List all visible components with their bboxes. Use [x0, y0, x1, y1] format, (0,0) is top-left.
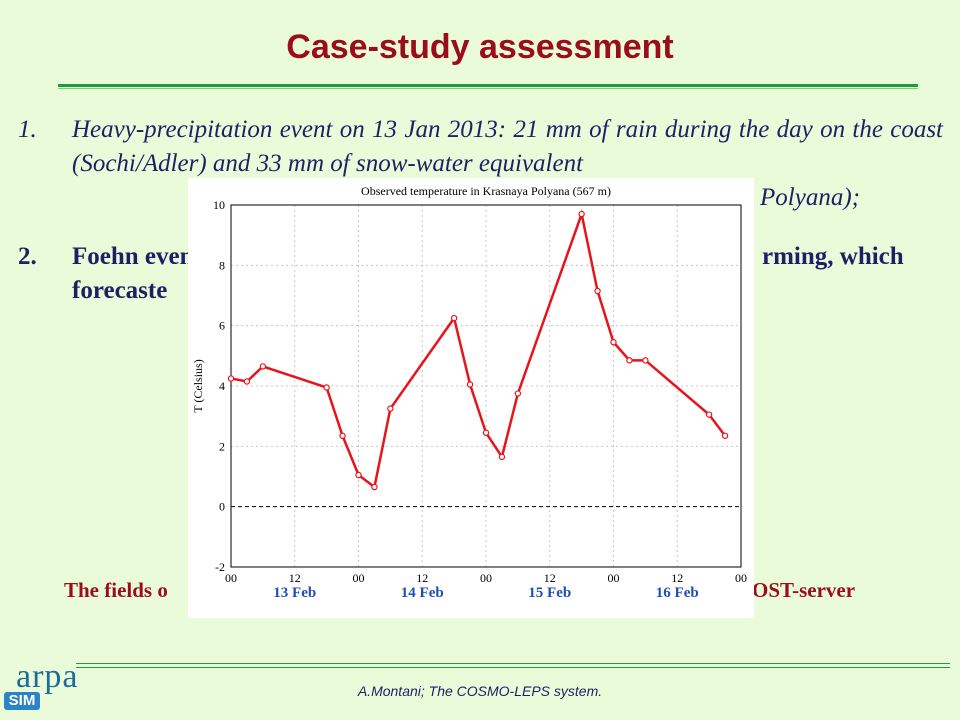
- data-point: [387, 405, 394, 412]
- slide-title: Case-study assessment: [286, 28, 674, 66]
- bullet-text-1: Heavy-precipitation event on 13 Jan 2013…: [72, 116, 943, 177]
- y-tick-label: 4: [219, 379, 225, 393]
- bullet-item-2: 2. Foehn event: [18, 240, 943, 274]
- day-label: 15 Feb: [528, 585, 571, 601]
- bullet-text-2-line2: forecaste: [72, 277, 168, 304]
- bullet-text-2: Foehn event: [72, 243, 202, 270]
- data-point: [705, 411, 713, 418]
- footer-text: A.Montani; The COSMO-LEPS system.: [357, 683, 603, 699]
- chart-svg: -2 0 2 4 6 8 10 00 12 00 12 00 12 00 12 00 Observed tem…: [191, 184, 747, 601]
- y-tick-label: 8: [219, 258, 225, 272]
- data-point: [514, 390, 522, 397]
- y-tick-label: 10: [213, 198, 225, 212]
- bullet-item-1: 1. Heavy-precipitation event on 13 Jan 2…: [18, 113, 943, 181]
- x-tick-label: 00: [735, 571, 747, 585]
- data-point: [339, 432, 346, 439]
- data-point: [450, 314, 458, 322]
- data-point: [355, 471, 362, 479]
- chart-title: Observed temperature in Krasnaya Polyana…: [361, 184, 611, 198]
- day-label: 16 Feb: [656, 585, 699, 601]
- y-tick-label: 2: [219, 439, 225, 453]
- axis-ticks: -2 0 2 4 6 8 10 00 12 00 12 00 12 00 12 00: [213, 198, 747, 585]
- data-point: [243, 378, 251, 385]
- x-tick-label: 00: [608, 571, 620, 585]
- data-point: [227, 375, 235, 382]
- data-point: [466, 381, 474, 388]
- data-point: [482, 429, 490, 436]
- arpa-logo: arpa SIM: [2, 658, 84, 716]
- x-tick-label: 00: [480, 571, 492, 585]
- data-point: [323, 384, 330, 391]
- title-underline: [58, 84, 918, 87]
- x-tick-label: 00: [353, 571, 365, 585]
- data-point: [594, 287, 601, 295]
- x-tick-label: 12: [416, 571, 428, 585]
- day-labels: 13 Feb 14 Feb 15 Feb 16 Feb: [273, 585, 698, 601]
- bullet-number-2: 2.: [18, 243, 37, 270]
- x-tick-label: 12: [671, 571, 683, 585]
- series-line: [230, 209, 727, 490]
- data-point: [610, 339, 617, 346]
- data-point: [626, 357, 633, 364]
- logo-text: arpa: [16, 658, 79, 695]
- caption-left: The fields o: [64, 578, 168, 602]
- y-tick-label: -2: [215, 560, 225, 574]
- logo-badge: SIM: [4, 692, 40, 710]
- data-point: [498, 453, 506, 461]
- caption-right: OST-server: [752, 578, 856, 602]
- series-points: [227, 210, 729, 491]
- x-tick-label: 12: [544, 571, 556, 585]
- data-point: [371, 483, 378, 491]
- y-axis-label: T (Celsius): [191, 359, 205, 412]
- plot-frame: [230, 204, 742, 568]
- bullet-text-2-tail: rming, which: [762, 243, 904, 270]
- day-label: 13 Feb: [273, 585, 316, 601]
- bullet-text-1-tail: Polyana);: [760, 184, 860, 211]
- y-tick-label: 0: [219, 500, 225, 514]
- bullet-number-1: 1.: [18, 116, 37, 143]
- data-point: [578, 210, 585, 218]
- x-tick-label: 00: [225, 571, 237, 585]
- temperature-chart: -2 0 2 4 6 8 10 00 12 00 12 00 12 00 12 00 Observed tem…: [188, 178, 754, 618]
- footer-rule-1: [76, 663, 950, 664]
- footer-rule-2: [76, 667, 950, 668]
- y-tick-label: 6: [219, 319, 225, 333]
- chart-grid: [230, 204, 742, 568]
- data-point: [721, 432, 729, 439]
- data-point: [642, 357, 649, 364]
- data-point: [259, 363, 267, 370]
- title-underline-thin: [58, 88, 918, 89]
- day-label: 14 Feb: [401, 585, 444, 601]
- x-tick-label: 12: [289, 571, 301, 585]
